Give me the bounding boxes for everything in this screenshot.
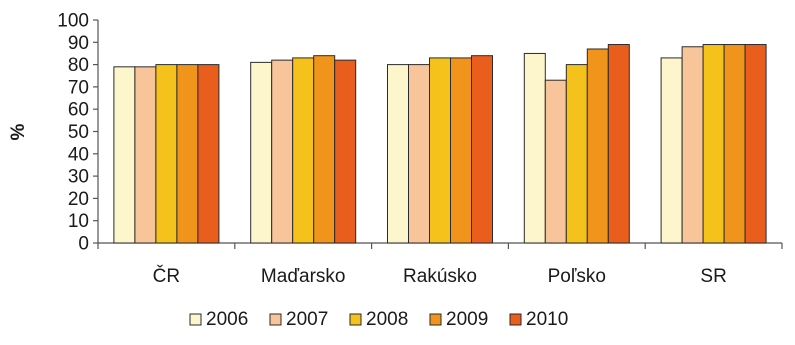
- bar-2007-4: [681, 46, 704, 244]
- y-tick-label: 60: [68, 100, 89, 121]
- bar-2009-4: [723, 44, 746, 244]
- legend-swatch-2010: [509, 313, 522, 326]
- legend-swatch-2008: [349, 313, 362, 326]
- legend-label: 2008: [366, 309, 408, 330]
- x-category-label: ČR: [153, 265, 180, 287]
- bar-2007-1: [271, 59, 294, 244]
- bar-2010-4: [744, 44, 767, 244]
- x-category-label: SR: [700, 266, 726, 287]
- bar-2008-1: [292, 57, 315, 244]
- legend-swatch-2006: [189, 313, 202, 326]
- bar-2006-2: [387, 64, 409, 244]
- bar-2006-3: [523, 52, 546, 244]
- bar-2008-4: [702, 44, 725, 244]
- legend-label: 2007: [286, 309, 328, 330]
- legend: 2006 2007 2008 2009 2010: [189, 309, 568, 330]
- bar-2007-0: [134, 66, 157, 244]
- x-category-label: Rakúsko: [403, 266, 477, 287]
- bar-2009-0: [176, 64, 199, 244]
- bar-2010-3: [607, 44, 630, 244]
- bar-2009-1: [313, 55, 336, 244]
- bar-2010-0: [197, 64, 220, 244]
- bar-2010-1: [334, 59, 357, 244]
- legend-swatch-2009: [429, 313, 442, 326]
- y-tick-label: 100: [57, 11, 89, 32]
- bar-2008-2: [429, 57, 451, 244]
- y-tick-label: 80: [68, 55, 89, 76]
- x-category-label: Poľsko: [548, 266, 606, 287]
- bar-2008-0: [155, 64, 178, 244]
- bar-2006-4: [660, 57, 683, 244]
- legend-swatch-2007: [269, 313, 282, 326]
- y-axis-label: %: [8, 123, 29, 140]
- y-tick-label: 30: [68, 167, 89, 188]
- y-tick-label: 40: [68, 144, 89, 165]
- y-tick-label: 50: [68, 122, 89, 143]
- y-tick-label: 70: [68, 77, 89, 98]
- y-tick-label: 0: [78, 234, 89, 255]
- bar-2010-2: [471, 55, 493, 244]
- bar-2006-1: [250, 61, 273, 244]
- y-tick-label: 10: [68, 211, 89, 232]
- y-tick-label: 20: [68, 189, 89, 210]
- bar-2008-3: [565, 64, 588, 244]
- x-category-label: Maďarsko: [261, 266, 346, 287]
- bar-2007-3: [544, 79, 567, 244]
- bar-2009-2: [450, 57, 472, 244]
- legend-label: 2009: [446, 309, 488, 330]
- y-tick-label: 90: [68, 33, 89, 54]
- legend-label: 2006: [206, 309, 248, 330]
- bar-2007-2: [408, 64, 430, 244]
- legend-label: 2010: [526, 309, 568, 330]
- bar-2006-0: [113, 66, 136, 244]
- bars: [113, 44, 767, 244]
- bar-2009-3: [586, 48, 609, 244]
